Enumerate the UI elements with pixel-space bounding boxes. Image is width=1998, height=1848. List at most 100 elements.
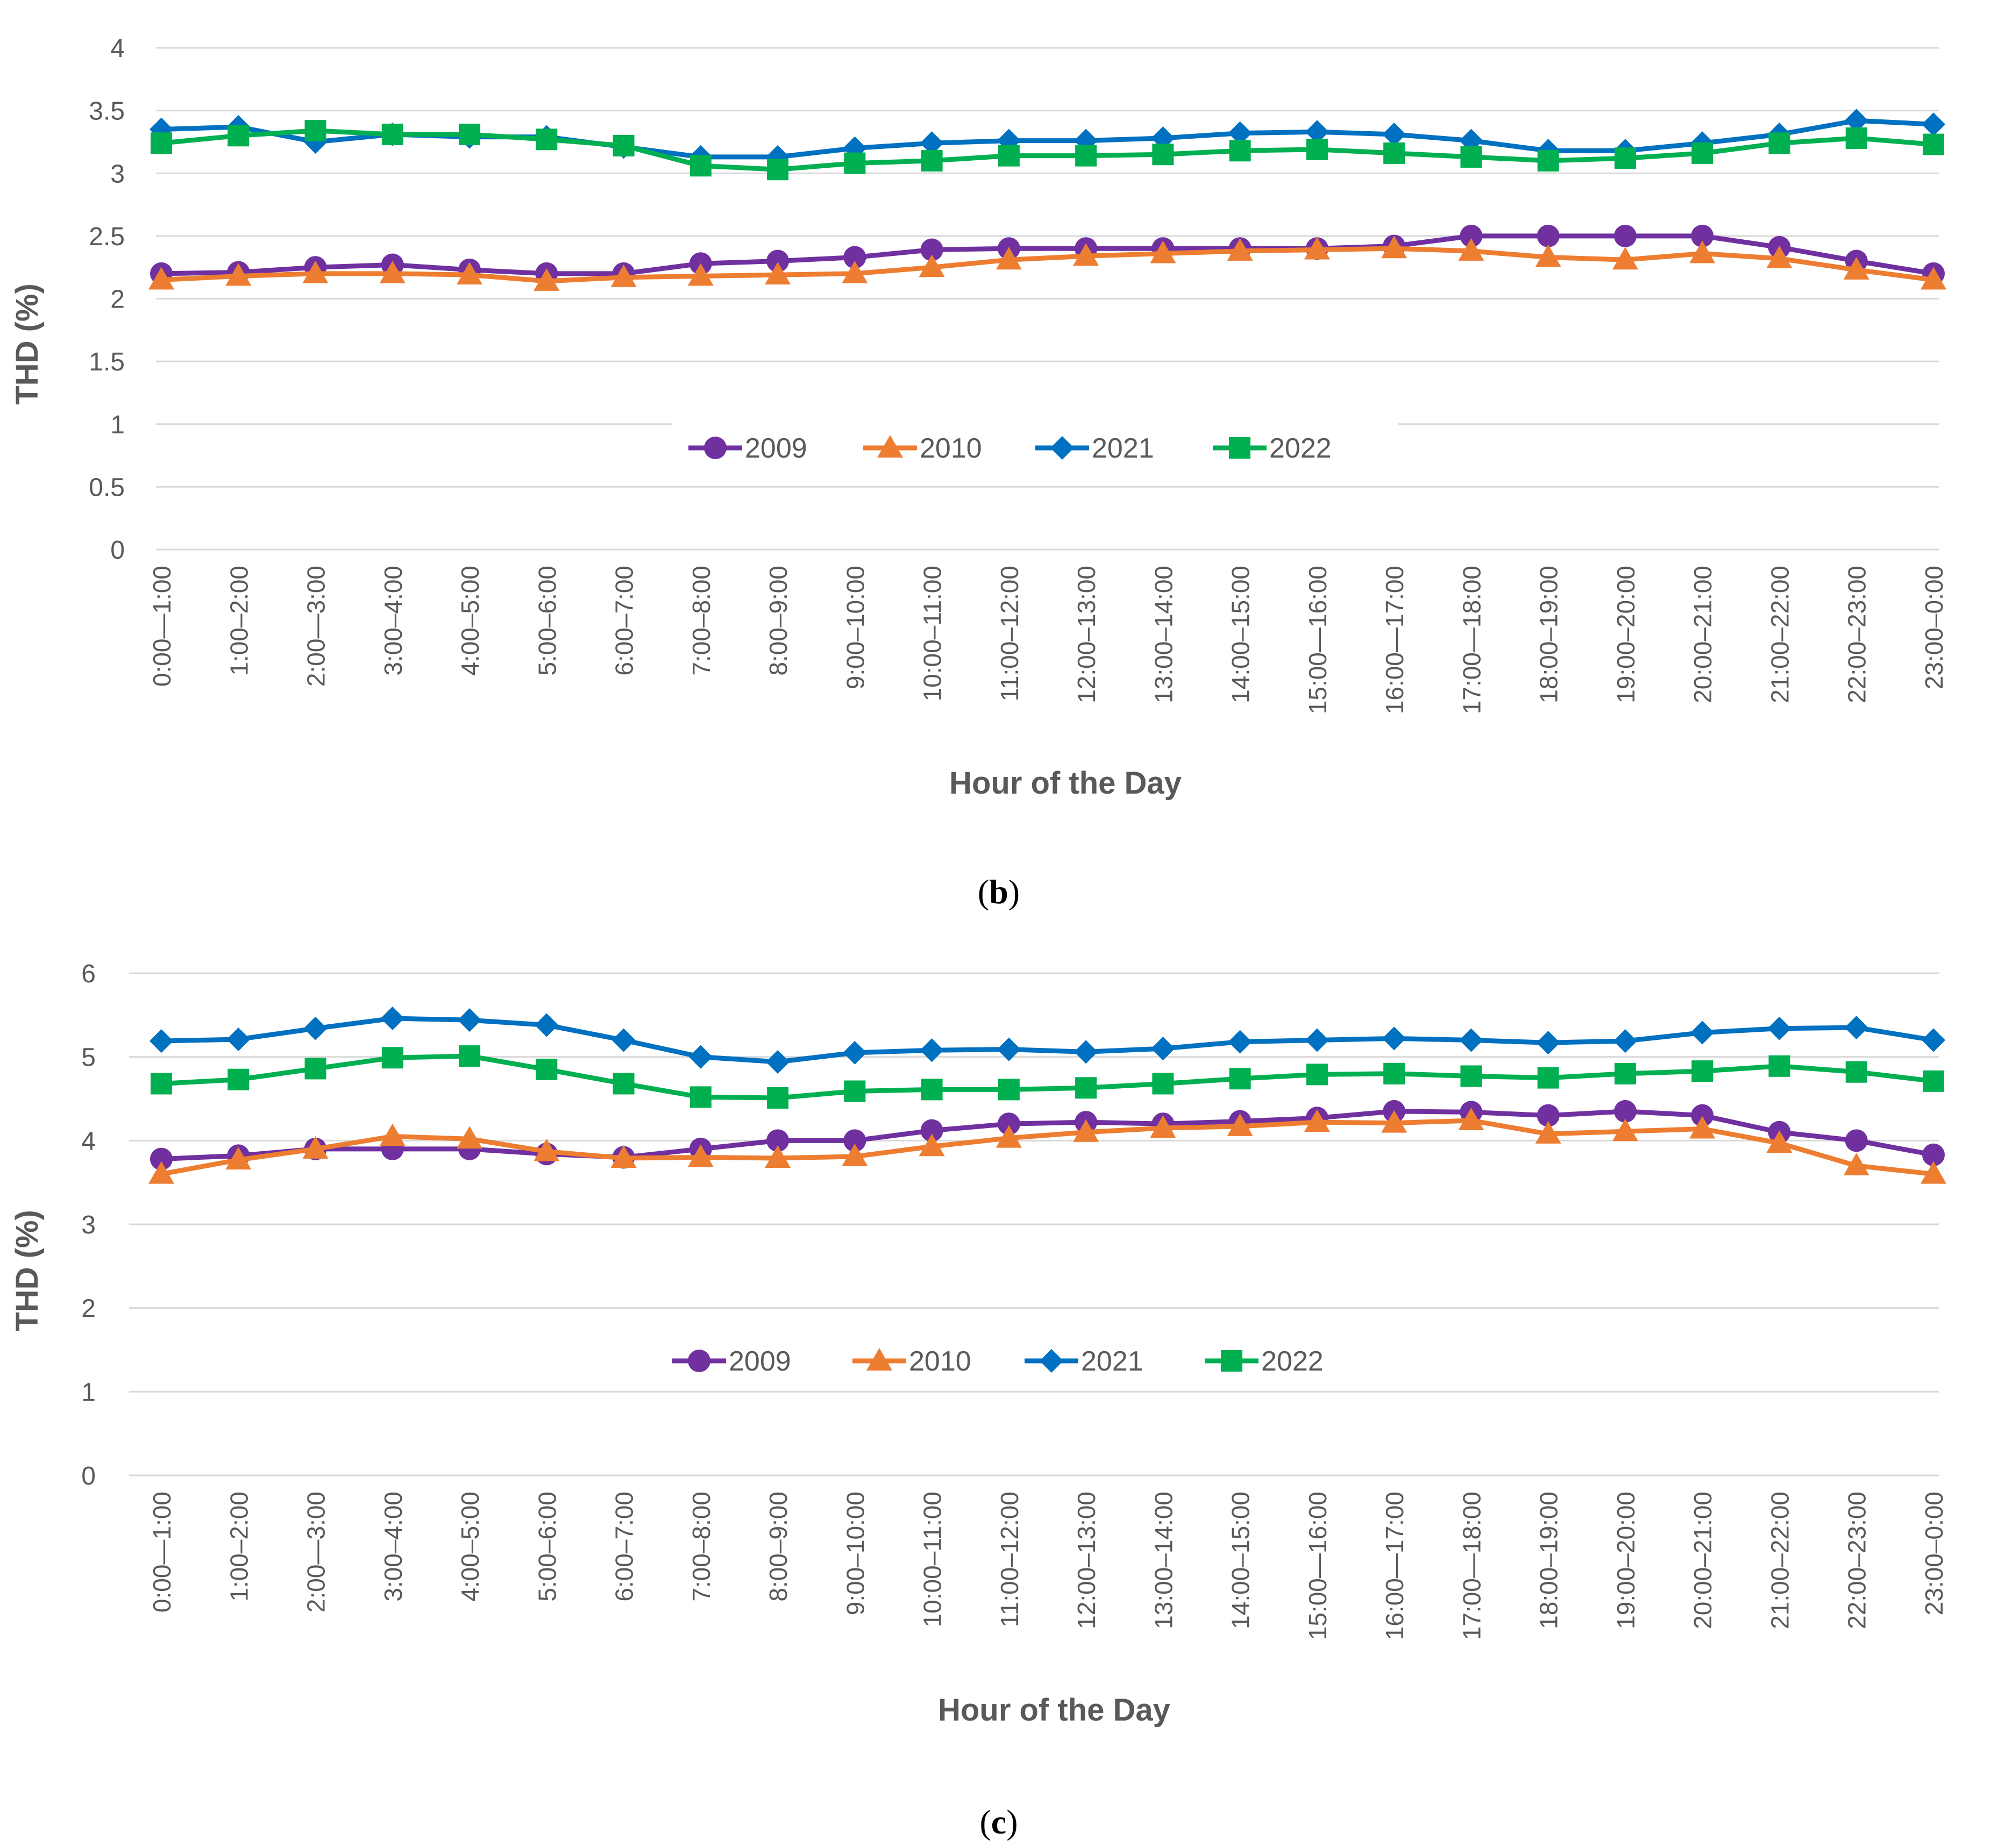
data-point-2010	[148, 1161, 174, 1184]
x-tick-label: 23:00–0:00	[1920, 1492, 1948, 1615]
y-tick-label: 3	[110, 160, 125, 188]
data-point-2010	[1612, 247, 1638, 270]
x-tick-label: 13:00–14:00	[1149, 566, 1177, 703]
data-point-2021	[226, 1027, 251, 1051]
series-line-2021	[159, 118, 1936, 160]
data-point-2022	[1460, 1065, 1482, 1087]
data-point-2010	[996, 247, 1022, 270]
x-tick-label: 18:00–19:00	[1535, 566, 1563, 703]
series-line-2022	[159, 1053, 1936, 1101]
x-tick-label: 3:00–4:00	[379, 566, 407, 676]
data-point-2010	[1304, 1109, 1330, 1132]
data-point-2022	[1152, 1073, 1174, 1095]
x-axis-title: Hour of the Day	[938, 1693, 1170, 1728]
x-tick-label: 13:00–14:00	[1149, 1492, 1177, 1629]
data-point-2009	[766, 1129, 790, 1152]
y-tick-label: 3.5	[89, 97, 125, 126]
x-tick-label: 18:00–19:00	[1535, 1492, 1563, 1629]
data-point-2010	[1304, 237, 1330, 260]
x-tick-label: 9:00–10:00	[841, 566, 869, 689]
legend-marker-2010	[877, 435, 903, 458]
data-point-2010	[1381, 236, 1407, 259]
caption-open: (	[979, 1803, 991, 1841]
data-point-2021	[766, 1050, 790, 1074]
data-point-2009	[766, 249, 790, 273]
x-tick-label: 0:00—1:00	[148, 1492, 176, 1612]
legend-label: 2010	[909, 1346, 971, 1377]
data-point-2010	[1612, 1118, 1638, 1141]
data-point-2010	[1921, 1161, 1946, 1184]
caption-close: )	[1008, 873, 1020, 911]
data-point-2010	[1073, 1119, 1099, 1142]
x-tick-label: 23:00–0:00	[1920, 566, 1948, 689]
data-point-2009	[843, 246, 866, 269]
data-point-2021	[1922, 1028, 1945, 1052]
data-point-2010	[1227, 238, 1253, 261]
data-point-2010	[457, 1126, 483, 1149]
data-point-2022	[381, 123, 403, 145]
data-point-2009	[150, 1147, 173, 1171]
data-point-2022	[227, 125, 250, 147]
legend-label: 2009	[745, 433, 807, 464]
data-point-2022	[1383, 1062, 1405, 1084]
y-tick-label: 0	[110, 536, 125, 565]
data-point-2021	[1382, 122, 1406, 146]
x-tick-label: 8:00–9:00	[764, 1492, 792, 1602]
data-point-2022	[1768, 1055, 1790, 1077]
y-tick-label: 4	[110, 34, 125, 63]
data-point-2010	[919, 1133, 945, 1157]
data-point-2009	[1922, 1143, 1945, 1166]
data-point-2022	[613, 134, 635, 156]
x-tick-label: 11:00–12:00	[996, 1492, 1023, 1627]
data-point-2022	[381, 1047, 403, 1069]
data-point-2010	[1689, 1116, 1716, 1139]
x-tick-label: 19:00–20:00	[1612, 566, 1640, 703]
y-tick-label: 1	[110, 411, 125, 439]
x-tick-label: 22:00–23:00	[1843, 566, 1871, 703]
data-point-2010	[534, 1138, 560, 1161]
chart-panel-b: 0 0.5 1 1.5 2 2.5 3 3.5 4 0:00—1:00 1:00–2:00 2:00—…	[10, 34, 1948, 911]
caption-close: )	[1006, 1803, 1018, 1841]
data-point-2022	[767, 159, 789, 181]
y-tick-label: 3	[81, 1211, 96, 1239]
data-point-2022	[921, 149, 943, 172]
legend-label: 2009	[729, 1346, 791, 1377]
data-point-2021	[150, 1029, 173, 1053]
x-tick-label: 20:00–21:00	[1689, 566, 1717, 703]
data-point-2010	[148, 267, 174, 290]
legend-label: 2010	[920, 433, 982, 464]
data-point-2021	[1459, 1028, 1483, 1052]
x-tick-label: 4:00–5:00	[456, 566, 484, 676]
data-point-2022	[1075, 1077, 1097, 1099]
data-point-2010	[842, 1143, 868, 1166]
data-point-2010	[1535, 244, 1561, 267]
data-point-2010	[1921, 267, 1946, 290]
x-tick-label: 22:00–23:00	[1843, 1492, 1871, 1629]
data-point-2010	[302, 1136, 329, 1159]
x-tick-label: 19:00–20:00	[1612, 1492, 1640, 1629]
data-point-2010	[1843, 1153, 1869, 1176]
x-tick-label: 16:00—17:00	[1381, 566, 1409, 714]
x-tick-label: 6:00–7:00	[610, 566, 638, 676]
data-point-2022	[1614, 1062, 1636, 1084]
data-point-2021	[1305, 120, 1329, 144]
series-line-2010	[159, 1118, 1936, 1177]
legend-label: 2021	[1081, 1346, 1143, 1377]
data-point-2022	[459, 1045, 481, 1067]
data-point-2022	[1923, 1070, 1944, 1092]
data-point-2021	[535, 1013, 559, 1037]
legend-label: 2022	[1269, 433, 1332, 464]
data-point-2010	[687, 263, 714, 286]
data-point-2022	[536, 1059, 558, 1081]
data-point-2022	[227, 1068, 250, 1090]
data-point-2022	[536, 129, 558, 151]
data-point-2022	[1768, 132, 1790, 154]
x-axis-title: Hour of the Day	[949, 766, 1182, 801]
data-point-2021	[1228, 1030, 1252, 1054]
data-point-2022	[844, 152, 866, 174]
data-point-2022	[151, 1073, 172, 1095]
data-point-2022	[1691, 1060, 1713, 1082]
x-tick-label: 12:00–13:00	[1072, 566, 1100, 703]
y-tick-label: 0	[81, 1462, 96, 1490]
